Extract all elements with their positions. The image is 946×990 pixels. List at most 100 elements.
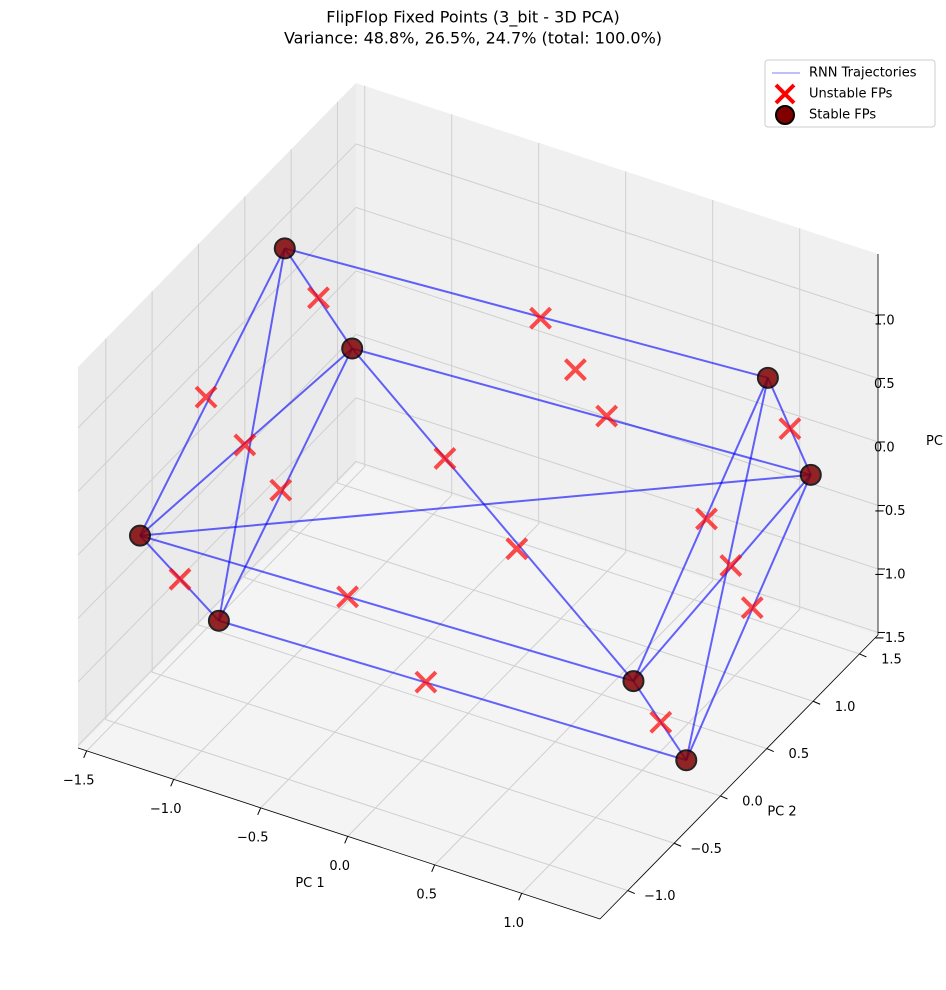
y-axis <box>599 634 879 920</box>
z-tick-label: −1.5 <box>874 631 906 646</box>
x-tick-label: 0.0 <box>329 859 350 874</box>
grid-line <box>260 142 540 809</box>
unstable-fp <box>719 554 743 577</box>
axes: −1.5 −1.0 −0.5 0.0 0.5 1.0 −1.0 −0.5 0.0 0.5 1.0 1.… <box>63 254 946 931</box>
trajectory <box>632 474 812 682</box>
trajectory <box>632 377 769 682</box>
trajectory <box>139 534 634 683</box>
grid-line <box>521 228 801 894</box>
marks <box>128 237 822 772</box>
y-tick <box>673 842 682 847</box>
z-axis-label: PC 3 <box>926 434 946 449</box>
grid-line <box>347 171 627 837</box>
y-axis-label: PC 2 <box>767 805 796 820</box>
grid-line <box>77 460 879 746</box>
x-tick <box>344 836 349 844</box>
trajectory <box>218 619 687 762</box>
grid-line <box>77 270 879 556</box>
pane-back <box>356 83 878 635</box>
legend-box <box>764 59 936 128</box>
unstable-fp <box>649 710 673 734</box>
legend-label: RNN Trajectories <box>809 66 917 81</box>
grid-line <box>77 143 879 429</box>
z-tick-label: 0.5 <box>874 377 895 392</box>
unstable-fp <box>529 306 552 330</box>
legend-swatch <box>774 83 796 105</box>
grid-line <box>336 101 860 655</box>
legend-label: Unstable FPs <box>809 87 893 102</box>
trajectory <box>139 473 811 537</box>
x-tick-label: −0.5 <box>237 830 269 845</box>
stable-fp <box>128 524 151 547</box>
x-tick-label: −1.0 <box>150 802 182 817</box>
legend: RNN Trajectories Unstable FPs Stable FPs <box>764 59 936 128</box>
x-tick-label: −1.5 <box>63 773 95 788</box>
x-tick <box>431 864 436 873</box>
unstable-fp <box>336 585 359 609</box>
legend-label: Stable FPs <box>809 108 876 123</box>
x-tick-label: 0.5 <box>416 887 437 902</box>
unstable-fp <box>168 567 192 591</box>
y-tick-label: −0.5 <box>690 842 722 857</box>
x-tick-label: 1.0 <box>503 916 524 931</box>
unstable-fp <box>505 537 529 561</box>
grid-line <box>105 338 628 892</box>
legend-items: RNN Trajectories Unstable FPs Stable FPs <box>772 66 917 125</box>
trajectory <box>217 248 286 621</box>
unstable-fp <box>778 417 802 441</box>
stable-fp <box>756 366 779 389</box>
unstable-fp <box>307 286 330 310</box>
grid-line <box>434 199 714 866</box>
y-tick-label: 0.0 <box>742 794 763 809</box>
z-tick-label: 0.0 <box>874 440 895 455</box>
chart-subtitle: Variance: 48.8%, 26.5%, 24.7% (total: 10… <box>284 29 662 48</box>
y-tick <box>859 653 867 658</box>
trajectory <box>284 247 769 379</box>
unstable-fp <box>595 404 619 428</box>
x-tick <box>170 779 175 787</box>
x-axis-label: PC 1 <box>295 876 324 891</box>
y-tick <box>766 748 774 753</box>
grid-line <box>290 149 814 702</box>
unstable-fp <box>269 478 293 502</box>
x-axis <box>77 747 601 920</box>
y-tick-label: 1.0 <box>835 700 856 715</box>
grid-line <box>86 85 366 752</box>
chart-title: FlipFlop Fixed Points (3_bit - 3D PCA) <box>326 8 619 28</box>
y-tick-label: 0.5 <box>788 747 809 762</box>
stable-fp <box>341 337 364 360</box>
y-tick-label: −1.0 <box>644 889 676 904</box>
z-tick-label: 1.0 <box>874 313 895 328</box>
trajectory <box>685 474 812 761</box>
grid-line <box>173 114 453 780</box>
stable-fp <box>207 609 230 632</box>
stable-fp <box>799 463 822 486</box>
unstable-fp <box>433 447 457 470</box>
pane-floor <box>78 464 878 919</box>
unstable-fp <box>414 670 438 694</box>
trajectory <box>351 347 635 682</box>
grid-line <box>244 196 767 750</box>
x-tick <box>518 893 523 901</box>
panes <box>78 83 878 919</box>
unstable-fp <box>695 507 718 531</box>
y-tick <box>812 700 821 705</box>
grid-line <box>151 291 675 844</box>
unstable-fp <box>563 358 587 382</box>
y-tick <box>627 890 635 895</box>
unstable-fp <box>740 596 764 620</box>
grid-line <box>197 243 721 797</box>
unstable-fp <box>233 433 257 457</box>
x-tick <box>257 807 262 816</box>
unstable-fp <box>194 385 218 409</box>
stable-fp <box>273 237 296 260</box>
x-tick <box>83 750 88 759</box>
y-tick-label: 1.5 <box>881 652 902 667</box>
stable-fp <box>675 749 698 772</box>
z-tick-label: −0.5 <box>874 504 906 519</box>
grid-line <box>77 206 879 492</box>
stable-fp <box>622 670 645 693</box>
legend-swatch <box>775 105 795 125</box>
z-tick-label: −1.0 <box>874 567 906 582</box>
